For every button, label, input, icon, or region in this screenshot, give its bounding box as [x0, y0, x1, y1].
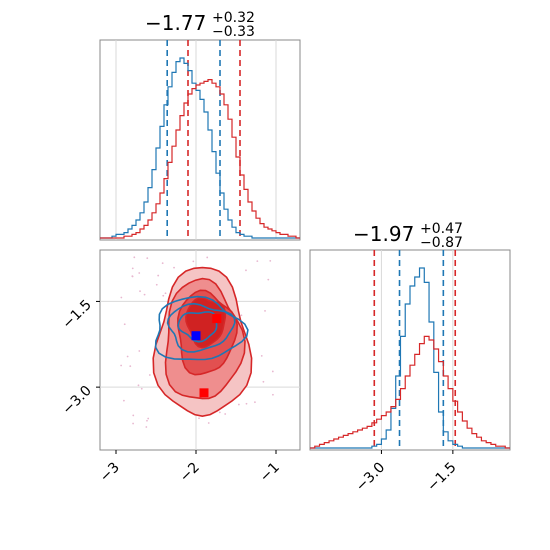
x-tick-label: −3.0: [353, 460, 388, 495]
x-tick-label: −2: [177, 460, 203, 486]
marginal-y-title-upper: +0.47: [420, 221, 463, 237]
histogram-series-1: [310, 335, 510, 449]
scatter-point: [146, 419, 148, 422]
scatter-point: [206, 256, 209, 259]
marginal-x-title-lower: −0.33: [212, 24, 255, 40]
joint-panel: −3 −2 −1 −1.5 −3.0: [59, 249, 301, 486]
marginal-y-title-lower: −0.87: [420, 235, 463, 251]
marker-0: [191, 331, 201, 341]
scatter-point: [173, 266, 175, 269]
marginal-x-title: −1.77 +0.32 −0.33: [145, 10, 255, 40]
blue-contour-level-0: [154, 295, 249, 361]
marginal-y-title: −1.97 +0.47 −0.87: [353, 221, 463, 251]
scatter-point: [254, 401, 256, 404]
marginal-x-title-upper: +0.32: [212, 10, 255, 26]
scatter-point: [137, 384, 140, 387]
marker-2: [199, 388, 209, 398]
scatter-point: [161, 262, 164, 265]
scatter-point: [120, 296, 123, 299]
blue-contour-level-2: [177, 311, 218, 343]
marginal-x-panel: −1.77 +0.32 −0.33: [99, 10, 301, 241]
scatter-point: [264, 310, 266, 312]
scatter-point: [140, 387, 143, 390]
scatter-point: [145, 426, 148, 428]
scatter-point: [272, 393, 274, 396]
scatter-point: [157, 274, 160, 277]
scatter-point: [126, 355, 129, 358]
scatter-point: [132, 414, 135, 417]
x-tick-label: −1: [257, 460, 283, 486]
marginal-x-frame: [99, 39, 301, 241]
scatter-point: [143, 293, 146, 296]
marker-1: [212, 314, 222, 324]
scatter-point: [146, 257, 149, 260]
scatter-point: [131, 267, 134, 270]
scatter-point: [138, 272, 141, 274]
marginal-y-panel: −3.0 −1.5 −1.97 +0.47 −0.87: [309, 221, 511, 495]
scatter-point: [224, 413, 227, 415]
scatter-point: [164, 292, 167, 295]
x-tick-label: −3: [97, 460, 123, 486]
histogram-series-0: [100, 57, 300, 239]
scatter-point: [260, 354, 263, 357]
scatter-point: [218, 411, 221, 414]
scatter-point: [129, 365, 132, 368]
scatter-point: [139, 290, 141, 293]
scatter-point: [245, 269, 247, 272]
scatter-point: [198, 417, 200, 420]
scatter-point: [245, 402, 248, 405]
marginal-y-frame: [309, 249, 511, 451]
scatter-point: [133, 256, 136, 259]
scatter-point: [155, 283, 158, 286]
scatter-point: [269, 259, 272, 262]
y-tick-label: −1.5: [59, 297, 94, 332]
scatter-point: [240, 314, 243, 317]
histogram-series-0: [310, 267, 510, 449]
scatter-point: [271, 370, 274, 373]
scatter-point: [120, 364, 123, 367]
scatter-point: [147, 417, 150, 420]
marginal-x-title-value: −1.77: [145, 11, 206, 35]
scatter-point: [123, 399, 125, 402]
marginal-y-title-value: −1.97: [353, 222, 414, 246]
scatter-point: [207, 422, 210, 424]
scatter-point: [138, 350, 141, 352]
histogram-series-1: [100, 79, 300, 239]
scatter-point: [192, 260, 195, 263]
scatter-point: [131, 275, 134, 278]
scatter-point: [123, 323, 126, 326]
scatter-point: [162, 294, 165, 297]
scatter-point: [262, 380, 265, 383]
scatter-point: [237, 403, 240, 406]
x-tick-label: −1.5: [424, 460, 459, 495]
scatter-point: [148, 374, 151, 376]
y-tick-label: −3.0: [59, 383, 94, 418]
scatter-point: [256, 260, 259, 263]
blue-contour-level-1: [166, 302, 236, 353]
scatter-point: [267, 278, 270, 281]
scatter-point: [132, 422, 134, 425]
